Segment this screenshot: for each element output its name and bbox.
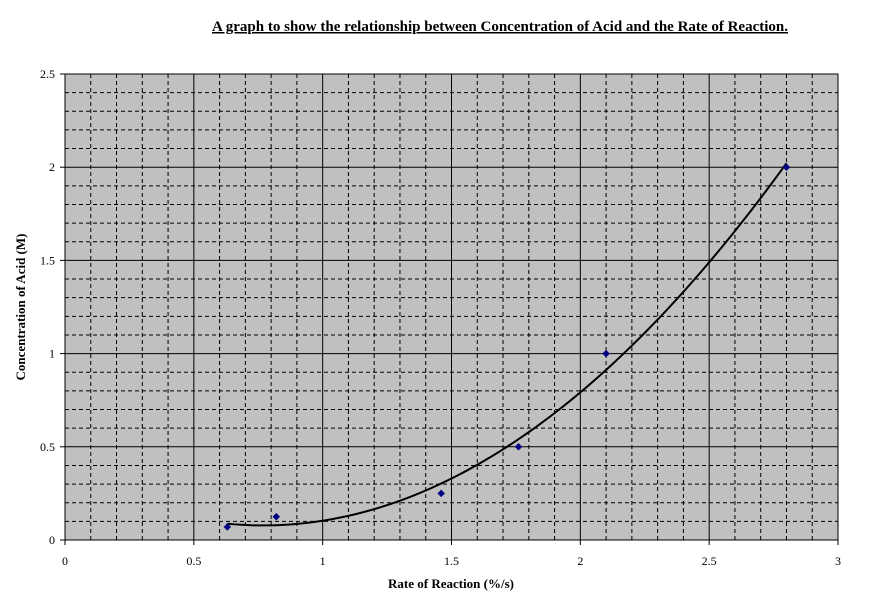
y-tick-label: 2 <box>49 160 55 174</box>
x-tick-label: 1.5 <box>444 554 459 568</box>
y-axis-ticks: 0 0.5 1 1.5 2 2.5 <box>40 67 65 547</box>
x-tick-label: 3 <box>835 554 841 568</box>
x-axis-ticks: 0 0.5 1 1.5 2 2.5 3 <box>62 540 841 568</box>
data-point <box>437 489 446 498</box>
y-axis-label: Concentration of Acid (M) <box>13 234 28 381</box>
y-tick-label: 1 <box>49 347 55 361</box>
data-point <box>514 442 523 451</box>
x-tick-label: 1 <box>320 554 326 568</box>
y-tick-label: 0 <box>49 533 55 547</box>
trendline <box>227 162 788 527</box>
trendline-group <box>227 162 788 527</box>
data-points-group <box>223 163 791 531</box>
chart-title: A graph to show the relationship between… <box>212 19 788 35</box>
x-tick-label: 0 <box>62 554 68 568</box>
x-axis-label: Rate of Reaction (%/s) <box>388 576 514 591</box>
major-grid <box>65 74 838 540</box>
data-point <box>602 349 610 358</box>
data-point <box>223 523 232 531</box>
y-tick-label: 1.5 <box>40 253 55 267</box>
data-point <box>782 163 791 172</box>
x-tick-label: 2 <box>577 554 583 568</box>
x-tick-label: 2.5 <box>702 554 717 568</box>
y-tick-label: 2.5 <box>40 67 55 81</box>
y-tick-label: 0.5 <box>40 440 55 454</box>
x-tick-label: 0.5 <box>186 554 201 568</box>
data-point <box>272 512 281 521</box>
